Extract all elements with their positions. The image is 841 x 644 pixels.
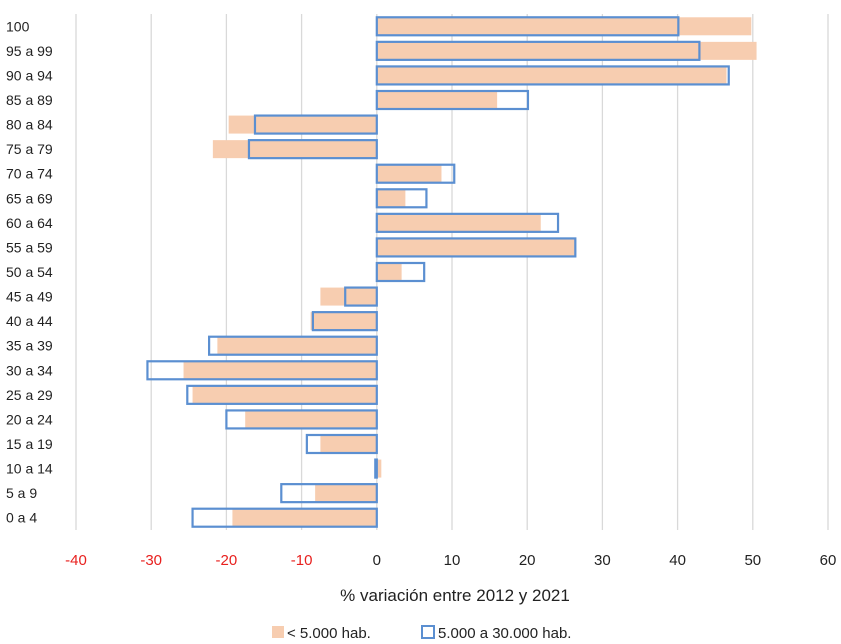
x-tick-label: -20 bbox=[216, 552, 238, 569]
bar-small-municipalities bbox=[217, 336, 377, 355]
x-tick-label: 30 bbox=[594, 552, 611, 569]
bar-medium-municipalities bbox=[146, 360, 378, 381]
bar-small-municipalities bbox=[320, 287, 377, 306]
bar-small-municipalities bbox=[183, 361, 377, 380]
bar-medium-municipalities bbox=[375, 16, 680, 37]
category-label: 95 a 99 bbox=[6, 43, 53, 59]
category-label: 90 a 94 bbox=[6, 67, 53, 83]
bar-small-municipalities bbox=[310, 312, 377, 331]
bar-medium-municipalities bbox=[311, 311, 378, 332]
bar-medium-municipalities bbox=[375, 212, 560, 233]
bar-medium-municipalities bbox=[375, 163, 456, 184]
bar-small-municipalities bbox=[376, 213, 541, 232]
bar-small-municipalities bbox=[228, 115, 377, 134]
x-tick-label: -30 bbox=[140, 552, 162, 569]
bar-medium-municipalities bbox=[305, 433, 378, 455]
bar-medium-municipalities bbox=[375, 188, 428, 209]
series-small-municipalities-bars bbox=[183, 17, 757, 527]
category-label: 60 a 64 bbox=[6, 215, 53, 231]
x-tick-label: 0 bbox=[373, 552, 381, 569]
category-label: 25 a 29 bbox=[6, 387, 53, 403]
category-label: 30 a 34 bbox=[6, 362, 53, 378]
bar-small-municipalities bbox=[376, 17, 752, 36]
category-label: 75 a 79 bbox=[6, 141, 53, 157]
category-label: 45 a 49 bbox=[6, 289, 53, 305]
category-label: 100 bbox=[6, 18, 30, 34]
category-label: 85 a 89 bbox=[6, 92, 53, 108]
category-label: 0 a 4 bbox=[6, 510, 37, 526]
legend-label-small: < 5.000 hab. bbox=[287, 625, 371, 642]
bar-small-municipalities bbox=[192, 385, 377, 404]
bar-medium-municipalities bbox=[186, 384, 378, 405]
bar-small-municipalities bbox=[376, 263, 402, 281]
x-tick-label: -10 bbox=[291, 552, 313, 569]
category-labels: 100 95 a 99 90 a 94 85 a 89 80 a 84 75 a 79 70… bbox=[6, 18, 53, 525]
legend-label-medium: 5.000 a 30.000 hab. bbox=[438, 625, 571, 642]
category-label: 40 a 44 bbox=[6, 313, 53, 329]
bar-medium-municipalities bbox=[247, 139, 378, 160]
x-axis-title: % variación entre 2012 y 2021 bbox=[340, 586, 570, 605]
bar-small-municipalities bbox=[376, 91, 498, 109]
legend-swatch-medium bbox=[421, 625, 435, 639]
bar-small-municipalities bbox=[320, 435, 377, 453]
bar-medium-municipalities bbox=[375, 65, 730, 86]
bar-medium-municipalities bbox=[280, 483, 378, 504]
bar-medium-municipalities bbox=[344, 286, 378, 307]
x-tick-label: 40 bbox=[669, 552, 686, 569]
category-label: 50 a 54 bbox=[6, 264, 53, 280]
bar-medium-municipalities bbox=[225, 409, 378, 430]
legend-swatch-small bbox=[272, 626, 284, 638]
bar-small-municipalities bbox=[376, 238, 577, 257]
bar-small-municipalities bbox=[212, 140, 377, 159]
bar-medium-municipalities bbox=[208, 335, 378, 356]
series-medium-municipalities-bars bbox=[146, 16, 730, 528]
bar-small-municipalities bbox=[376, 66, 727, 85]
category-label: 5 a 9 bbox=[6, 485, 37, 501]
bar-small-municipalities bbox=[315, 484, 377, 503]
category-label: 80 a 84 bbox=[6, 117, 53, 133]
category-label: 10 a 14 bbox=[6, 461, 53, 477]
category-label: 70 a 74 bbox=[6, 166, 53, 182]
x-tick-label: 60 bbox=[820, 552, 837, 569]
bar-medium-municipalities bbox=[375, 261, 426, 283]
legend: < 5.000 hab. 5.000 a 30.000 hab. bbox=[272, 625, 571, 642]
x-tick-label: -40 bbox=[65, 552, 87, 569]
bar-medium-municipalities bbox=[375, 40, 701, 61]
x-tick-label: 20 bbox=[519, 552, 536, 569]
bar-medium-municipalities bbox=[253, 114, 378, 135]
bar-medium-municipalities bbox=[375, 89, 530, 111]
category-label: 55 a 59 bbox=[6, 239, 53, 255]
bar-small-municipalities bbox=[376, 459, 382, 478]
bar-small-municipalities bbox=[376, 189, 406, 208]
category-label: 15 a 19 bbox=[6, 436, 53, 452]
bar-medium-municipalities bbox=[374, 458, 378, 479]
x-tick-labels: -40 -30 -20 -10 0 10 20 30 40 50 60 bbox=[65, 552, 836, 569]
bar-small-municipalities bbox=[245, 410, 377, 429]
bar-small-municipalities bbox=[376, 41, 757, 60]
category-label: 65 a 69 bbox=[6, 190, 53, 206]
bar-medium-municipalities bbox=[375, 237, 577, 258]
x-tick-label: 10 bbox=[444, 552, 461, 569]
category-label: 20 a 24 bbox=[6, 411, 53, 427]
category-label: 35 a 39 bbox=[6, 338, 53, 354]
bar-medium-municipalities bbox=[191, 507, 378, 528]
bar-small-municipalities bbox=[376, 164, 442, 183]
x-tick-label: 50 bbox=[744, 552, 761, 569]
bar-small-municipalities bbox=[232, 508, 377, 527]
